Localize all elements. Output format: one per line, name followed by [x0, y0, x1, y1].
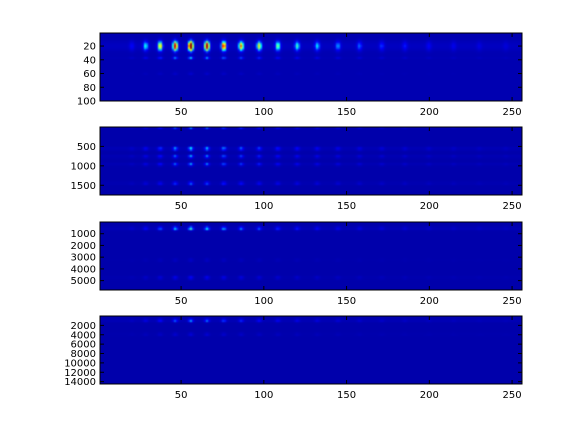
- heatmap-image: [100, 222, 522, 290]
- x-tick-label: 250: [503, 390, 522, 401]
- x-tick-label: 100: [254, 296, 273, 307]
- x-tick-label: 50: [175, 107, 188, 118]
- x-tick-label: 250: [503, 107, 522, 118]
- y-tick-label: 10000: [64, 358, 96, 369]
- x-tick-label: 200: [420, 201, 439, 212]
- panel-2: 50 100 150 200 250 500 1000 1500: [71, 126, 523, 212]
- y-tick-label: 500: [77, 142, 96, 153]
- x-tick-label: 50: [175, 390, 188, 401]
- y-tick-label: 5000: [71, 276, 96, 287]
- x-tick-label: 150: [337, 107, 356, 118]
- heatmap-image: [100, 33, 522, 101]
- heatmap-image: [100, 316, 522, 384]
- panel-4: 50 100 150 200 250 20004000600080001000012000…: [64, 315, 523, 401]
- y-tick-label: 1000: [71, 161, 96, 172]
- y-tick-label: 4000: [71, 330, 96, 341]
- x-tick-label: 100: [254, 390, 273, 401]
- y-tick-label: 1000: [71, 229, 96, 240]
- x-tick-label: 200: [420, 390, 439, 401]
- x-tick-label: 50: [175, 201, 188, 212]
- y-tick-label: 20: [83, 42, 96, 53]
- x-tick-label: 100: [254, 107, 273, 118]
- axes-frame: [99, 126, 523, 196]
- x-tick-label: 150: [337, 201, 356, 212]
- y-tick-label: 60: [83, 69, 96, 80]
- y-tick-label: 6000: [71, 340, 96, 351]
- axes-frame: [99, 221, 523, 291]
- x-tick-label: 100: [254, 201, 273, 212]
- y-tick-label: 14000: [64, 377, 96, 388]
- y-tick-label: 80: [83, 83, 96, 94]
- y-tick-label: 1500: [71, 181, 96, 192]
- heatmap-image: [100, 127, 522, 195]
- y-tick-label: 40: [83, 55, 96, 66]
- x-tick-label: 200: [420, 107, 439, 118]
- x-tick-label: 250: [503, 296, 522, 307]
- x-tick-label: 200: [420, 296, 439, 307]
- y-tick-label: 100: [77, 97, 96, 108]
- panel-1: 50 100 150 200 250 20 40 60 80 100: [77, 32, 523, 118]
- y-tick-label: 4000: [71, 264, 96, 275]
- x-tick-label: 150: [337, 390, 356, 401]
- axes-frame: [99, 315, 523, 385]
- y-tick-label: 2000: [71, 321, 96, 332]
- x-tick-label: 150: [337, 296, 356, 307]
- y-tick-label: 8000: [71, 349, 96, 360]
- x-tick-label: 50: [175, 296, 188, 307]
- axes-frame: [99, 32, 523, 102]
- y-tick-label: 12000: [64, 368, 96, 379]
- y-tick-label: 2000: [71, 241, 96, 252]
- y-tick-label: 3000: [71, 253, 96, 264]
- x-tick-label: 250: [503, 201, 522, 212]
